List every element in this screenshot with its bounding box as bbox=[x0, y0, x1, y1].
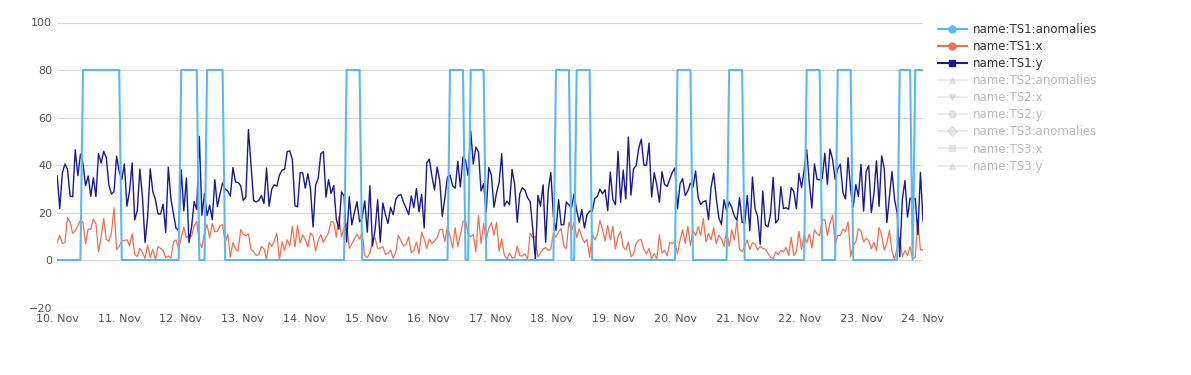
Legend: name:TS1:anomalies, name:TS1:x, name:TS1:y, name:TS2:anomalies, name:TS2:x, name: name:TS1:anomalies, name:TS1:x, name:TS1… bbox=[937, 23, 1097, 173]
